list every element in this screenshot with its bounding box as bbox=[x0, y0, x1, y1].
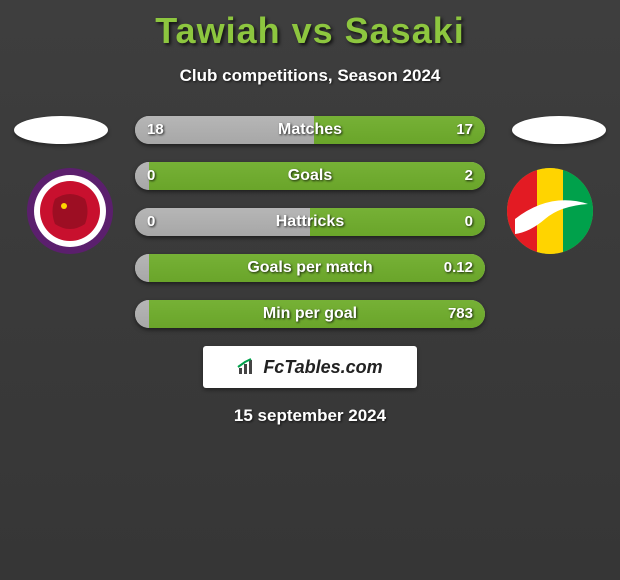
footer-logo: FcTables.com bbox=[203, 346, 417, 388]
comparison-area: Matches1817Goals02Hattricks00Goals per m… bbox=[0, 116, 620, 426]
stat-value-right: 17 bbox=[456, 116, 473, 144]
club-badge-left bbox=[20, 164, 120, 264]
stat-row: Hattricks0 0 bbox=[135, 208, 485, 236]
stat-value-left: 0 bbox=[147, 162, 155, 190]
stat-row: Goals0 2 bbox=[135, 162, 485, 190]
stat-value-right: 0.12 bbox=[444, 254, 473, 282]
date-text: 15 september 2024 bbox=[0, 406, 620, 426]
stat-value-left: 18 bbox=[147, 116, 164, 144]
page-subtitle: Club competitions, Season 2024 bbox=[0, 66, 620, 86]
stat-label: Matches bbox=[135, 116, 485, 144]
stat-row: Min per goal783 bbox=[135, 300, 485, 328]
stat-bars: Matches1817Goals02Hattricks00Goals per m… bbox=[135, 116, 485, 328]
stat-label: Goals per match bbox=[135, 254, 485, 282]
stat-value-right: 0 bbox=[465, 208, 473, 236]
player-photo-right bbox=[512, 116, 606, 144]
stat-label: Goals bbox=[135, 162, 485, 190]
stat-row: Matches18 17 bbox=[135, 116, 485, 144]
logo-label: FcTables.com bbox=[263, 357, 382, 378]
stat-label: Hattricks bbox=[135, 208, 485, 236]
player-photo-left bbox=[14, 116, 108, 144]
page-title: Tawiah vs Sasaki bbox=[0, 0, 620, 52]
club-badge-right bbox=[500, 164, 600, 264]
stat-label: Min per goal bbox=[135, 300, 485, 328]
stat-value-left: 0 bbox=[147, 208, 155, 236]
footer-logo-text: FcTables.com bbox=[237, 357, 382, 378]
stat-value-right: 2 bbox=[465, 162, 473, 190]
stat-value-right: 783 bbox=[448, 300, 473, 328]
chart-icon bbox=[237, 358, 259, 376]
stat-row: Goals per match0.12 bbox=[135, 254, 485, 282]
